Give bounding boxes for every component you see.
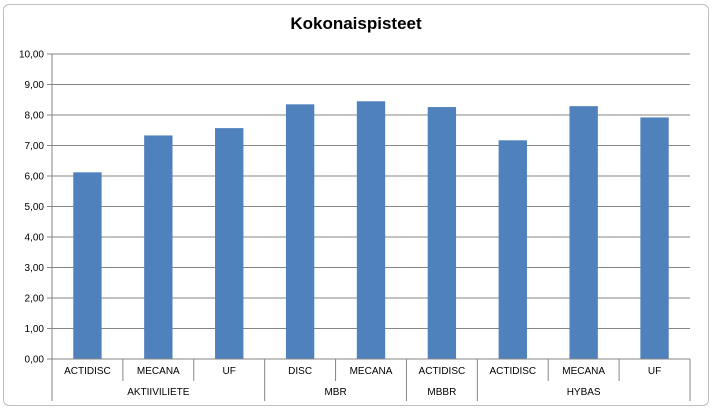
y-tick-label: 3,00	[25, 263, 45, 274]
group-label: HYBAS	[567, 387, 601, 398]
bar	[498, 140, 527, 359]
x-tick-label: DISC	[288, 366, 312, 377]
x-tick-label: MECANA	[137, 366, 180, 377]
x-tick-label: ACTIDISC	[419, 366, 466, 377]
y-tick-label: 4,00	[25, 233, 45, 244]
y-tick-label: 9,00	[25, 80, 45, 91]
y-tick-label: 2,00	[25, 294, 45, 305]
bar	[144, 135, 173, 359]
y-tick-label: 6,00	[25, 172, 45, 183]
y-tick-label: 1,00	[25, 324, 45, 335]
x-tick-label: UF	[648, 366, 661, 377]
y-tick-label: 0,00	[25, 355, 45, 366]
y-tick-label: 7,00	[25, 141, 45, 152]
bar	[215, 128, 244, 359]
y-tick-label: 5,00	[25, 202, 45, 213]
bar	[640, 117, 669, 359]
group-label: MBBR	[427, 387, 456, 398]
x-tick-label: MECANA	[562, 366, 605, 377]
x-tick-label: UF	[223, 366, 236, 377]
bar	[356, 101, 386, 360]
x-tick-label: MECANA	[350, 366, 393, 377]
y-tick-label: 10,00	[19, 50, 44, 61]
chart-title: Kokonaispisteet	[290, 14, 422, 33]
x-tick-label: ACTIDISC	[489, 366, 536, 377]
bar	[73, 172, 102, 359]
group-label: AKTIIVILIETE	[127, 387, 190, 398]
group-label: MBR	[324, 387, 346, 398]
bar	[569, 106, 598, 359]
x-tick-label: ACTIDISC	[64, 366, 111, 377]
bar	[427, 107, 457, 359]
y-tick-label: 8,00	[25, 111, 45, 122]
bar	[285, 104, 315, 359]
